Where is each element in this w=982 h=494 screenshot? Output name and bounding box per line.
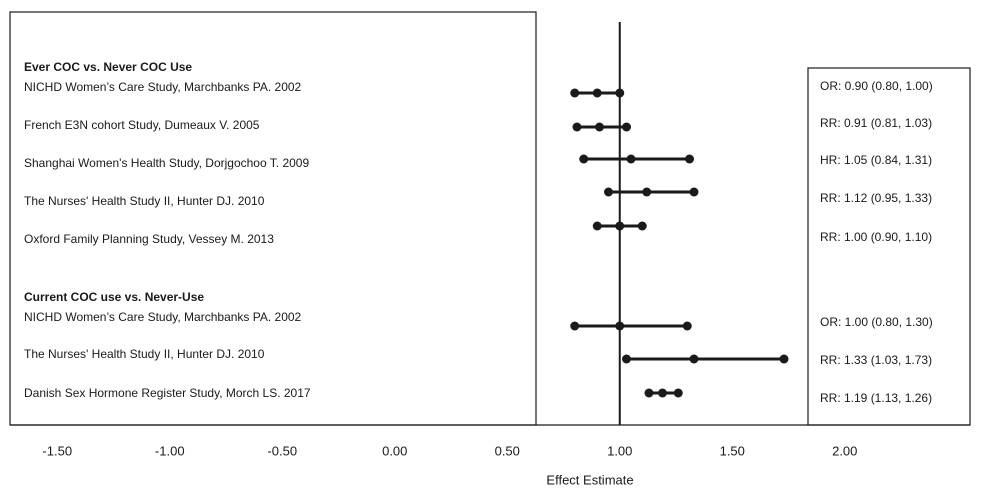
ci-end-dot bbox=[604, 187, 613, 197]
x-tick-label: 2.00 bbox=[832, 443, 857, 458]
value-label: RR: 1.00 (0.90, 1.10) bbox=[820, 230, 932, 244]
estimate-dot bbox=[595, 122, 604, 132]
ci-end-dot bbox=[570, 321, 580, 331]
value-label: RR: 0.91 (0.81, 1.03) bbox=[820, 116, 932, 130]
estimate-dot bbox=[615, 321, 625, 331]
study-label: Danish Sex Hormone Register Study, Morch… bbox=[24, 386, 311, 400]
study-label: Shanghai Women's Health Study, Dorjgocho… bbox=[24, 156, 309, 170]
ci-end-dot bbox=[685, 154, 694, 164]
ci-end-dot bbox=[615, 88, 625, 98]
value-label: RR: 1.12 (0.95, 1.33) bbox=[820, 191, 932, 205]
ci-end-dot bbox=[682, 321, 692, 331]
estimate-dot bbox=[689, 354, 699, 364]
ci-end-dot bbox=[779, 354, 789, 364]
ci-end-dot bbox=[570, 88, 580, 98]
x-tick-label: -1.00 bbox=[155, 443, 185, 458]
x-tick-label: 0.50 bbox=[495, 443, 520, 458]
ci-end-dot bbox=[644, 388, 654, 398]
ci-end-dot bbox=[622, 122, 631, 132]
study-label: The Nurses' Health Study II, Hunter DJ. … bbox=[24, 194, 265, 208]
study-label: The Nurses' Health Study II, Hunter DJ. … bbox=[24, 347, 265, 361]
study-label: French E3N cohort Study, Dumeaux V. 2005 bbox=[24, 118, 260, 132]
x-tick-label: 0.00 bbox=[382, 443, 407, 458]
x-tick-label: -1.50 bbox=[42, 443, 72, 458]
study-label: NICHD Women’s Care Study, Marchbanks PA.… bbox=[24, 310, 302, 324]
ci-end-dot bbox=[572, 122, 582, 132]
group-header: Current COC use vs. Never-Use bbox=[24, 290, 204, 304]
value-label: HR: 1.05 (0.84, 1.31) bbox=[820, 153, 932, 167]
ci-end-dot bbox=[579, 154, 589, 164]
value-label: RR: 1.19 (1.13, 1.26) bbox=[820, 391, 932, 405]
value-label: OR: 0.90 (0.80, 1.00) bbox=[820, 79, 933, 93]
study-label: Oxford Family Planning Study, Vessey M. … bbox=[24, 232, 274, 246]
x-tick-label: 1.00 bbox=[607, 443, 632, 458]
estimate-dot bbox=[642, 187, 652, 197]
x-tick-label: 1.50 bbox=[720, 443, 745, 458]
estimate-dot bbox=[615, 221, 625, 231]
ci-end-dot bbox=[689, 187, 699, 197]
x-tick-label: -0.50 bbox=[267, 443, 297, 458]
group-header: Ever COC vs. Never COC Use bbox=[24, 60, 192, 74]
ci-end-dot bbox=[673, 388, 683, 398]
ci-end-dot bbox=[637, 221, 647, 231]
study-label: NICHD Women’s Care Study, Marchbanks PA.… bbox=[24, 80, 302, 94]
estimate-dot bbox=[658, 388, 667, 398]
estimate-dot bbox=[592, 88, 602, 98]
x-axis-label: Effect Estimate bbox=[546, 472, 633, 487]
value-label: OR: 1.00 (0.80, 1.30) bbox=[820, 315, 933, 329]
estimate-dot bbox=[626, 154, 636, 164]
ci-end-dot bbox=[622, 354, 631, 364]
ci-end-dot bbox=[592, 221, 602, 231]
value-label: RR: 1.33 (1.03, 1.73) bbox=[820, 353, 932, 367]
